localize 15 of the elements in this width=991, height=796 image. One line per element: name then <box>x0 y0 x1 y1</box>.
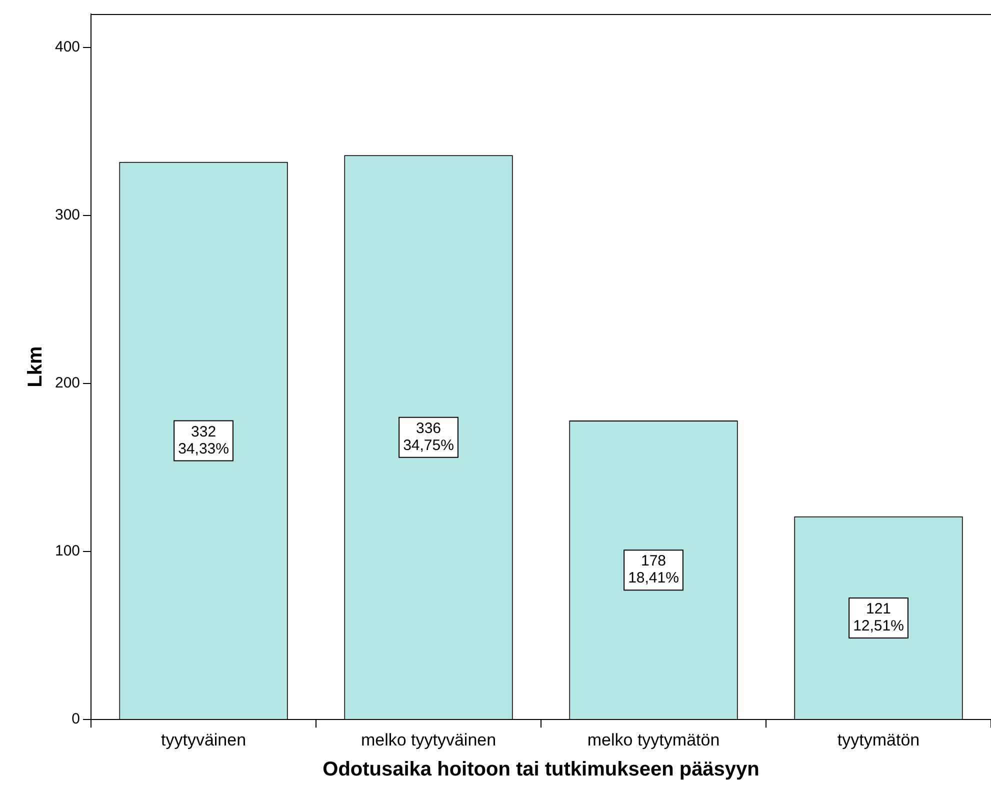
data-label: 178 18,41% <box>628 552 679 587</box>
data-label: 336 34,75% <box>403 420 454 454</box>
y-tick-label: 400 <box>54 38 80 56</box>
x-tick-label: tyytyväinen <box>161 730 246 750</box>
y-tick-label: 0 <box>72 710 80 728</box>
x-tick-label: tyytymätön <box>837 730 920 750</box>
y-tick-label: 200 <box>54 374 80 392</box>
y-tick-label: 300 <box>54 206 80 224</box>
x-axis-title: Odotusaika hoitoon tai tutkimukseen pääsyyn <box>322 758 760 781</box>
x-tick-label: melko tyytymätön <box>587 730 720 750</box>
x-tick-label: melko tyytyväinen <box>360 730 496 750</box>
data-label: 332 34,33% <box>178 423 229 458</box>
y-tick-label: 100 <box>54 542 80 560</box>
data-label: 121 12,51% <box>853 600 904 635</box>
y-axis-title: Lkm <box>24 346 47 388</box>
